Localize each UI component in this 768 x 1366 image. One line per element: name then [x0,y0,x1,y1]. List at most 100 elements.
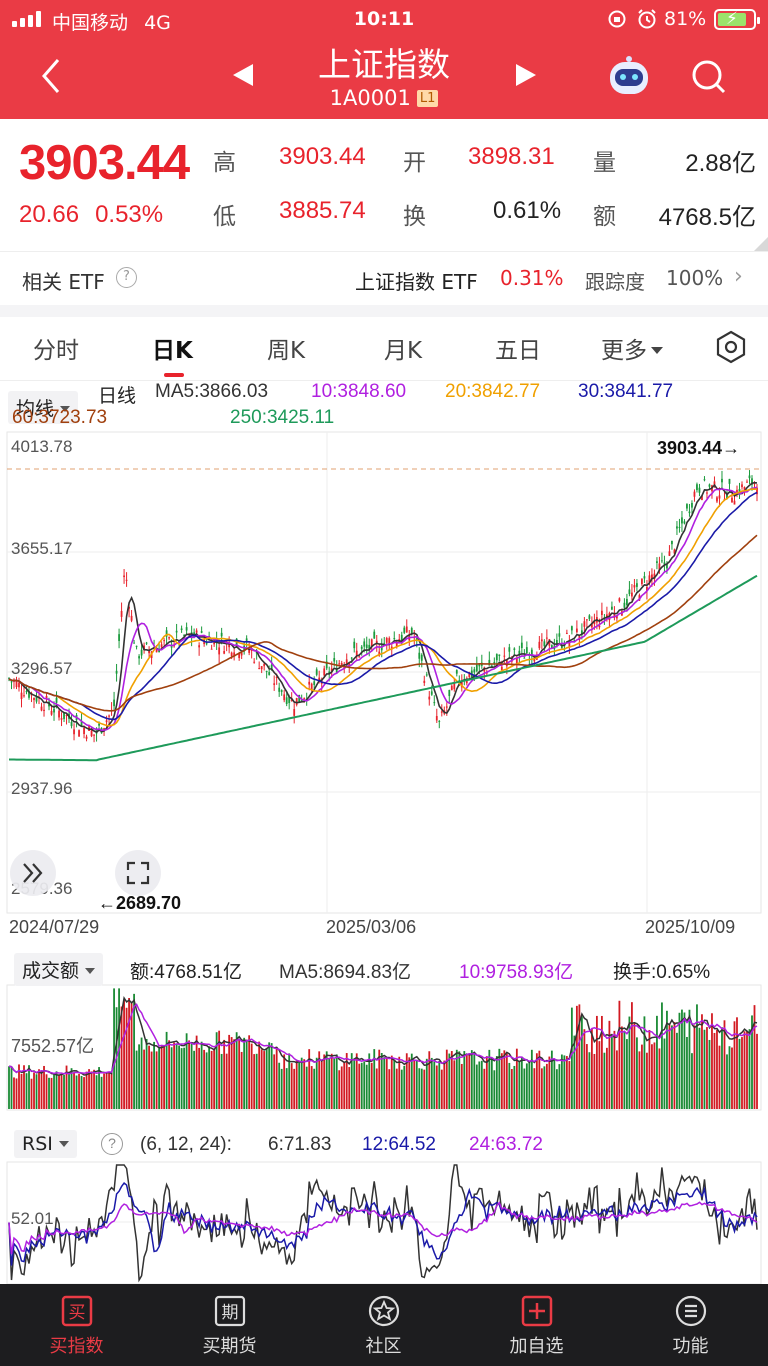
rotation-lock-icon [608,10,626,28]
ma-indicator-selector[interactable]: 均线 [8,391,79,424]
volume-bar [235,1032,238,1109]
nav-buy-index[interactable]: 买 买指数 [0,1284,153,1366]
candle-body [98,723,100,726]
tab-monthly-k[interactable]: 月K [384,338,423,364]
volume-bar [198,1047,201,1109]
back-icon[interactable] [36,56,66,96]
volume-bar [618,1000,621,1109]
nav-community[interactable]: 社区 [307,1284,460,1366]
current-price: 3903.44 [19,136,190,190]
volume-bar [470,1050,473,1109]
volume-bar [415,1059,418,1109]
robot-assistant-icon[interactable] [604,54,654,98]
candle-body [345,659,348,665]
candle-body [721,478,723,483]
candle-body [733,500,736,505]
next-stock-arrow[interactable] [516,64,536,86]
price-change-pct: 0.53% [95,201,164,228]
y-label-4: 2937.96 [11,779,73,798]
etf-pct: 0.31% [500,266,564,290]
volume-bar [736,1017,738,1109]
candle-body [123,575,125,578]
candle-body [448,689,451,697]
candle-body [468,672,471,678]
volume-bar [28,1065,30,1109]
tab-more[interactable]: 更多 [601,331,663,365]
volume-bar [25,1073,28,1109]
volume-bar [10,1067,13,1109]
volume-bar [696,1004,698,1109]
candle-body [308,681,311,685]
volume-bar [293,1068,296,1109]
etf-name: 上证指数 ETF [355,270,478,294]
amount-value: 4768.5亿 [658,204,756,231]
nav-buy-futures[interactable]: 期 买期货 [153,1284,306,1366]
period-label: 日线 [98,386,137,407]
status-bar: 中国移动 4G 10:11 81% ⚡ [0,0,768,38]
tab-intraday[interactable]: 分时 [33,338,79,364]
nav-add-watchlist[interactable]: 加自选 [460,1284,613,1366]
candle-body [300,699,303,701]
candle-body [273,683,276,685]
rsi6-value: 6:71.83 [268,1134,332,1155]
prev-stock-arrow[interactable] [233,64,253,86]
volume-bar [658,1048,661,1109]
candle-body [290,699,293,701]
candle-body [130,615,133,621]
volume-bar [193,1050,196,1109]
volume-bar [185,1033,188,1109]
candle-body [318,677,321,681]
volume-bar [668,1023,671,1109]
tab-five-day[interactable]: 五日 [495,338,541,364]
volume-bar [298,1062,301,1109]
candle-body [425,674,428,676]
candle-body [385,637,388,643]
candle-body [633,585,636,588]
y-label-2: 3655.17 [11,539,73,558]
ma20-value: 20:3842.77 [445,381,541,402]
kline-chart[interactable] [0,0,768,1284]
candle-body [168,637,171,639]
volume-bar [158,1048,161,1109]
tab-daily-k[interactable]: 日K [152,338,193,364]
volume-bar [550,1050,553,1109]
collapse-button[interactable] [10,850,56,896]
fullscreen-button[interactable] [115,850,161,896]
candle-body [626,598,628,606]
candle-body [430,691,433,695]
volume-bar [270,1043,273,1109]
battery-icon: ⚡ [714,9,760,30]
volume-bar [623,1032,626,1109]
search-icon[interactable] [690,58,728,96]
volume-bar [258,1041,261,1109]
nav-functions[interactable]: 功能 [614,1284,767,1366]
ma-line-20 [8,488,758,727]
volume-bar [420,1068,423,1109]
rsi-indicator-selector[interactable]: RSI [14,1130,77,1158]
volume-bar [568,1061,571,1109]
volume-bar [520,1056,523,1109]
volume-bar [353,1060,356,1109]
volume-bar [741,1037,743,1109]
volume-bar [688,1009,691,1109]
help-icon[interactable]: ? [116,267,137,288]
tab-weekly-k[interactable]: 周K [267,338,306,364]
rsi-help-icon[interactable]: ? [101,1133,123,1155]
volume-bar [603,1052,606,1109]
candle-body [303,698,306,700]
candle-body [133,642,135,644]
settings-hex-icon[interactable] [714,330,748,364]
volume-bar [475,1064,478,1109]
volume-bar [248,1035,251,1109]
volume-bar [560,1054,563,1109]
volume-bar [348,1067,351,1109]
candle-body [588,615,591,619]
high-value: 3903.44 [279,143,366,170]
candle-body [138,656,140,659]
volume-bar [215,1032,218,1109]
candle-body [125,579,128,581]
chevron-down-icon [651,347,663,354]
volume-indicator-selector[interactable]: 成交额 [14,953,104,986]
expand-corner[interactable] [754,237,768,251]
related-etf-row[interactable]: 相关 ETF ? 上证指数 ETF 0.31% 跟踪度 100% › [0,251,768,305]
